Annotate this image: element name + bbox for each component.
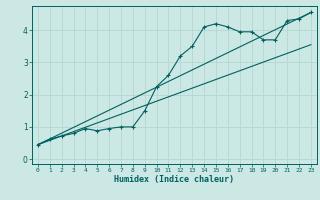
X-axis label: Humidex (Indice chaleur): Humidex (Indice chaleur) bbox=[115, 175, 234, 184]
